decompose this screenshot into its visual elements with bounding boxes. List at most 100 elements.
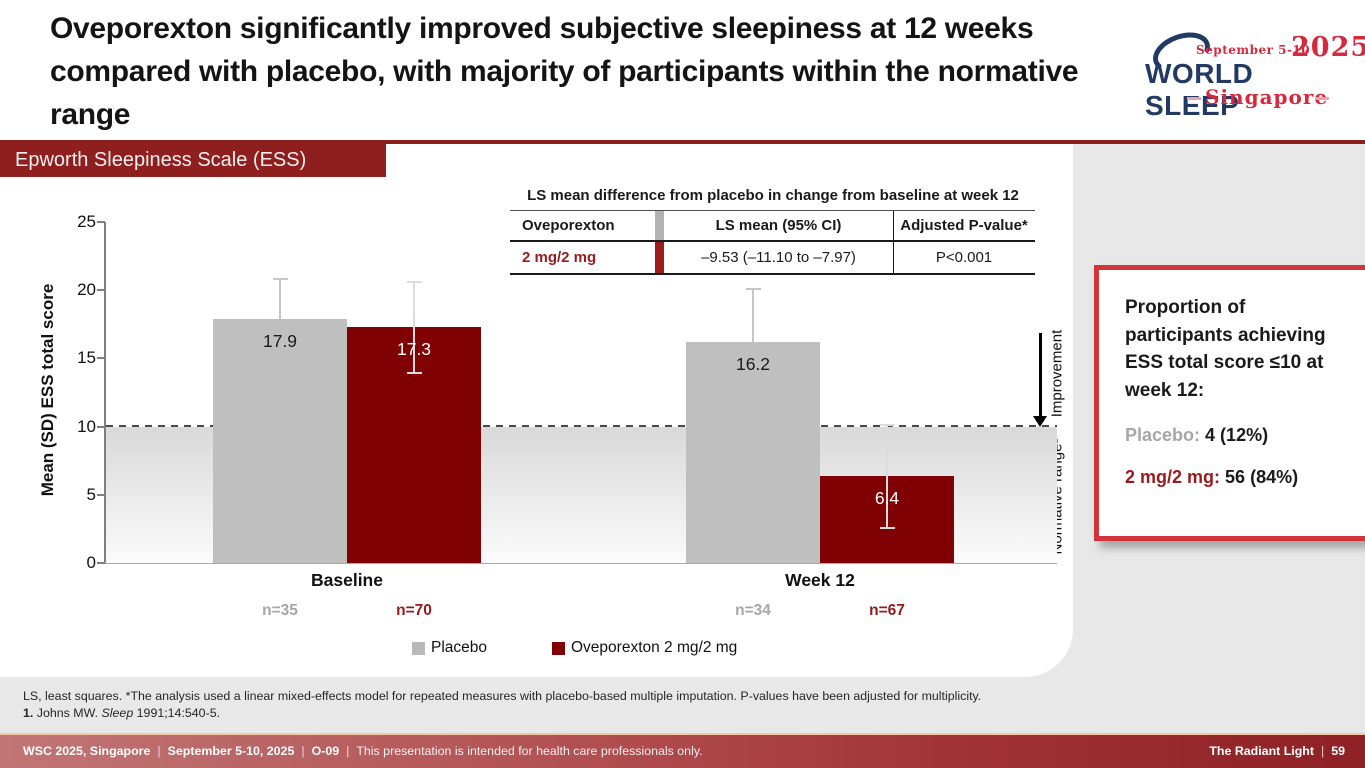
stats-col-oveporexton: Oveporexton	[522, 217, 615, 234]
logo-dash-left	[1187, 97, 1201, 100]
legend-item-oveporexton: Oveporexton 2 mg/2 mg	[552, 639, 737, 657]
chart-panel	[0, 144, 1073, 677]
y-tick-label: 15	[77, 348, 96, 368]
footer-separator: |	[157, 744, 161, 758]
reference-dashed-line	[106, 425, 1057, 427]
footnote-ref-num: 1.	[23, 706, 34, 720]
n-label: n=34	[735, 602, 771, 619]
error-bar-cap	[879, 424, 895, 427]
footer-separator: |	[301, 744, 305, 758]
error-bar-cap	[745, 287, 761, 290]
logo-dash-right	[1315, 97, 1329, 100]
stats-table-header-row: Oveporexton LS mean (95% CI) Adjusted P-…	[510, 211, 1035, 242]
footer-separator: |	[1320, 744, 1325, 758]
y-tick-label: 0	[86, 553, 96, 572]
stats-col-lsmean: LS mean (95% CI)	[664, 211, 894, 240]
logo-dates: September 5-10	[1196, 43, 1311, 57]
stats-table-title: LS mean difference from placebo in chang…	[527, 187, 1019, 204]
placebo-value: 4 (12%)	[1205, 425, 1269, 445]
stats-dose-label: 2 mg/2 mg	[522, 249, 597, 266]
footnote-ref-post: 1991;14:540-5.	[133, 706, 221, 720]
y-tick-mark	[97, 357, 105, 360]
bar-value-label: 6.4	[874, 487, 900, 508]
error-bar-line	[752, 288, 754, 343]
footer-session: O-09	[311, 744, 340, 758]
stats-table: Oveporexton LS mean (95% CI) Adjusted P-…	[510, 210, 1035, 275]
logo-name: WORLD SLEEP	[1145, 58, 1254, 121]
y-tick-label: 10	[77, 416, 96, 436]
placebo-label: Placebo:	[1125, 425, 1201, 445]
n-label: n=67	[869, 602, 905, 619]
stats-lsmean-value: –9.53 (–11.10 to –7.97)	[664, 242, 894, 273]
header-divider-rule	[0, 140, 1365, 144]
improvement-arrow-head	[1033, 416, 1047, 427]
n-label: n=35	[262, 602, 298, 619]
proportion-heading: Proportion of participants achieving ESS…	[1125, 297, 1326, 401]
category-label: Baseline	[311, 570, 383, 590]
footer-right: The Radiant Light | 59	[1209, 735, 1345, 768]
stripe-red	[655, 242, 664, 273]
stats-table-data-row: 2 mg/2 mg –9.53 (–11.10 to –7.97) P<0.00…	[510, 242, 1035, 273]
error-bar-line	[279, 279, 281, 319]
bar-placebo	[213, 318, 347, 563]
stripe-gray	[655, 211, 664, 240]
bar-value-label: 17.3	[396, 339, 432, 360]
footer-event: WSC 2025, Singapore	[23, 744, 151, 758]
bar-placebo	[686, 342, 820, 563]
slide-title: Oveporexton significantly improved subje…	[50, 12, 1079, 131]
logo-city: Singapore	[1205, 85, 1329, 109]
world-sleep-logo: September 5-10 2025 WORLD SLEEP Singapor…	[1143, 30, 1365, 121]
y-tick-mark	[97, 289, 105, 292]
y-tick-mark	[97, 425, 105, 428]
legend-swatch	[552, 641, 565, 655]
logo-crescent-icon	[1153, 32, 1210, 69]
proportion-callout-box: Proportion of participants achieving ESS…	[1094, 265, 1365, 541]
y-tick-mark	[97, 562, 105, 564]
footnote-line2: 1. Johns MW. Sleep 1991;14:540-5.	[23, 705, 1343, 722]
footer-left: WSC 2025, Singapore | September 5-10, 2025…	[23, 735, 703, 768]
y-axis-line	[104, 222, 106, 564]
bar-value-label: 16.2	[735, 354, 771, 375]
footer-disclaimer: This presentation is intended for health…	[356, 744, 703, 758]
category-label: Week 12	[785, 570, 855, 590]
proportion-dose-line: 2 mg/2 mg: 56 (84%)	[1125, 467, 1357, 488]
error-bar-line	[886, 425, 888, 528]
error-bar-cap	[272, 278, 288, 281]
n-label: n=70	[396, 602, 432, 619]
y-tick-label: 20	[77, 280, 96, 300]
legend-label: Oveporexton 2 mg/2 mg	[571, 639, 738, 656]
y-tick-mark	[97, 493, 105, 496]
footer-separator: |	[346, 744, 350, 758]
footnote-line1: LS, least squares. *The analysis used a …	[23, 689, 982, 703]
footer-brand: The Radiant Light	[1209, 744, 1314, 758]
error-bar-line	[413, 282, 415, 374]
dose-value: 56 (84%)	[1225, 467, 1299, 487]
header: Oveporexton significantly improved subje…	[0, 0, 1365, 140]
footnotes: LS, least squares. *The analysis used a …	[23, 688, 1343, 722]
logo-year: 2025	[1291, 32, 1365, 63]
stats-col-pvalue: Adjusted P-value*	[900, 217, 1028, 234]
footer-bar: WSC 2025, Singapore | September 5-10, 2025…	[0, 733, 1365, 768]
improvement-arrow-line	[1039, 333, 1042, 417]
footnote-ref-journal: Sleep	[101, 706, 134, 720]
dose-label: 2 mg/2 mg:	[1125, 467, 1221, 487]
footnote-ref-pre: Johns MW.	[33, 706, 102, 720]
section-badge: Epworth Sleepiness Scale (ESS)	[0, 144, 386, 177]
y-tick-label: 5	[86, 484, 96, 504]
y-tick-label: 25	[77, 212, 96, 231]
legend-label: Placebo	[431, 639, 488, 656]
y-axis-label: Mean (SD) ESS total score	[38, 283, 57, 497]
legend-swatch	[412, 641, 425, 655]
error-bar-cap	[406, 281, 422, 284]
footer-dates: September 5-10, 2025	[167, 744, 295, 758]
x-axis-line	[104, 562, 1057, 564]
bar-value-label: 17.9	[262, 330, 298, 351]
stats-pvalue-value: P<0.001	[935, 249, 993, 266]
error-bar-cap	[879, 526, 895, 529]
legend-item-placebo: Placebo	[412, 639, 487, 657]
y-tick-mark	[97, 221, 105, 223]
footer-page-number: 59	[1331, 744, 1345, 758]
error-bar-cap	[406, 372, 422, 375]
proportion-placebo-line: Placebo: 4 (12%)	[1125, 425, 1357, 446]
